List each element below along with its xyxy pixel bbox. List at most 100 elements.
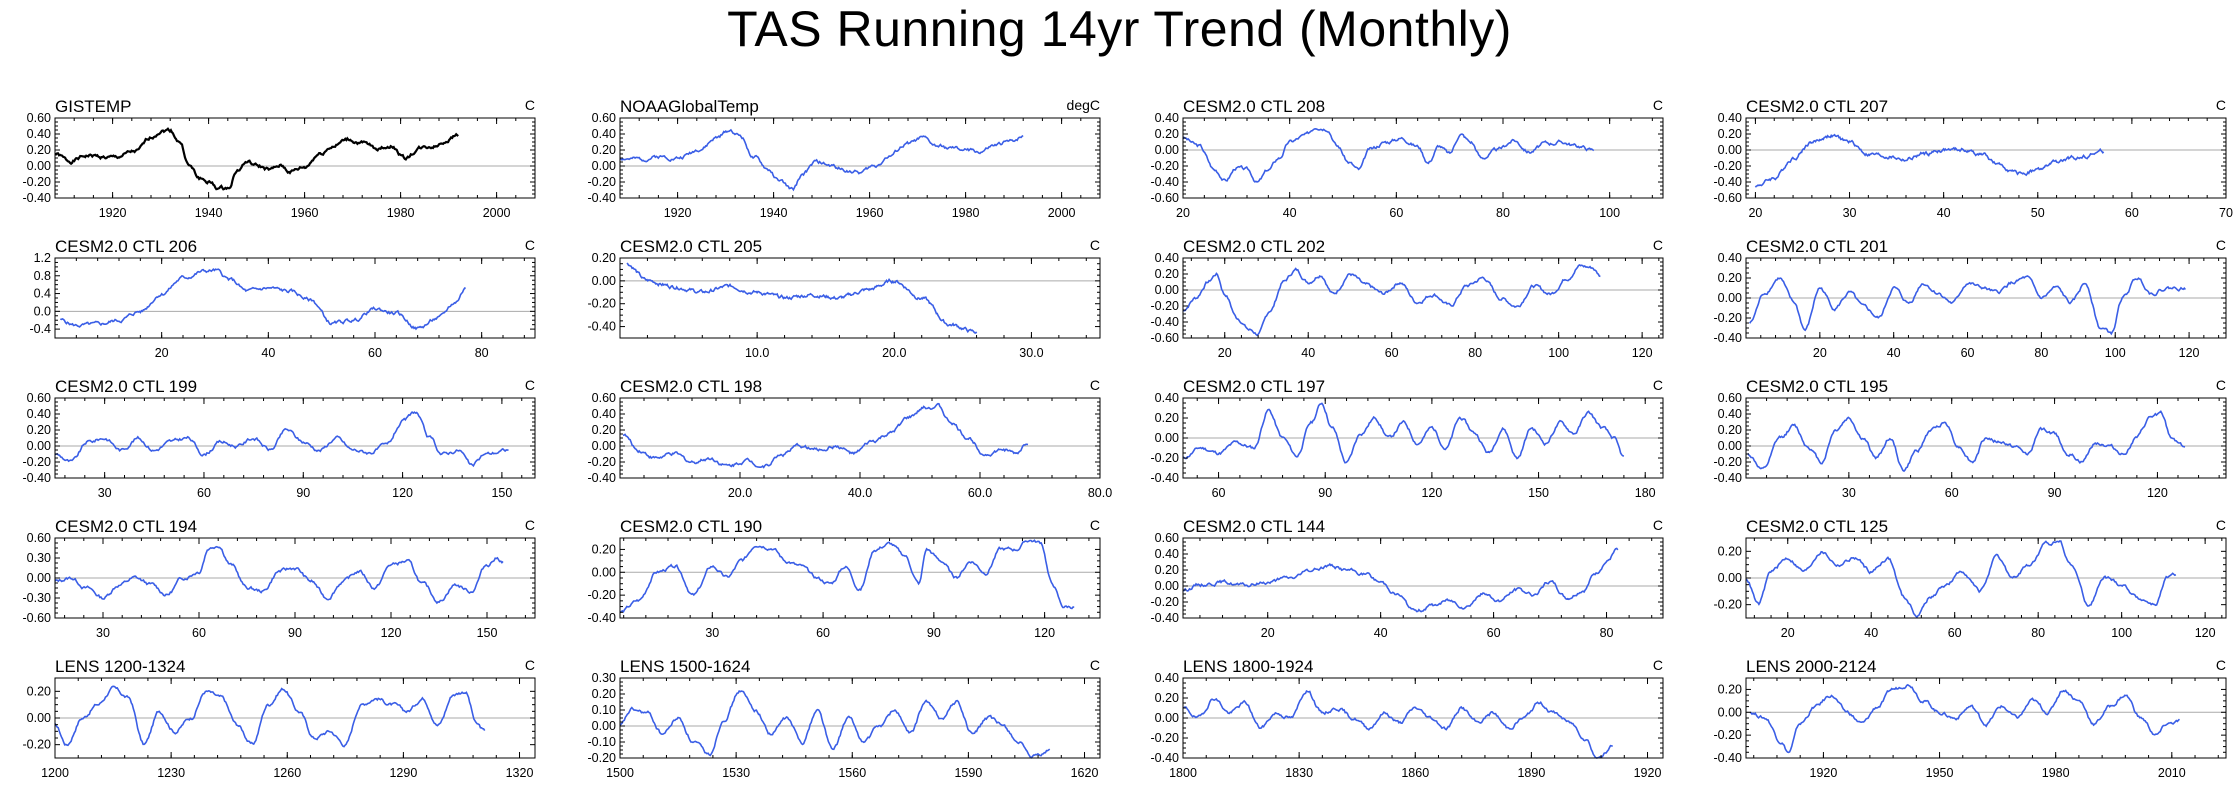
chart-panel: CESM2.0 CTL 198 C -0.40 -0.20 0.00 0.20 0.40 0.… (588, 377, 1113, 508)
y-tick-label: 0.60 (27, 391, 51, 405)
panel-units: C (524, 97, 535, 113)
y-tick-label: 0.40 (1155, 671, 1179, 685)
y-tick-label: 0.20 (1718, 423, 1742, 437)
series-line (1182, 402, 1625, 464)
y-tick-label: -0.60 (1151, 331, 1180, 345)
y-tick-label: 0.20 (27, 684, 51, 698)
panel-units: C (1652, 657, 1663, 673)
x-tick-label: 1950 (1926, 766, 1954, 780)
y-tick-label: 0.60 (592, 391, 616, 405)
plot-frame (619, 677, 1101, 759)
y-tick-label: 0.20 (1718, 271, 1742, 285)
y-tick-label: 0.00 (592, 719, 616, 733)
series-line (619, 539, 1075, 614)
panel-units: C (524, 657, 535, 673)
y-tick-label: 0.10 (592, 703, 616, 717)
x-tick-label: 100 (1548, 346, 1569, 360)
x-tick-label: 2010 (2158, 766, 2186, 780)
plot-frame (619, 397, 1101, 479)
x-tick-label: 50 (2031, 206, 2045, 220)
x-tick-label: 60 (368, 346, 382, 360)
x-tick-label: 1830 (1285, 766, 1313, 780)
x-tick-label: 1290 (389, 766, 417, 780)
chart-panel: CESM2.0 CTL 199 C -0.40 -0.20 0.00 0.20 0.40 0.… (23, 377, 536, 508)
x-tick-label: 100 (2105, 346, 2126, 360)
x-tick-label: 80 (2031, 626, 2045, 640)
y-tick-label: -0.20 (1151, 731, 1180, 745)
panel-plot: -0.40 -0.20 0.00 0.20 0.40 20 40 60 80 100 120 (1714, 251, 2227, 360)
x-tick-label: 150 (1528, 486, 1549, 500)
chart-panel: CESM2.0 CTL 208 C -0.60 -0.40 -0.20 0.00 0.20 0… (1151, 97, 1664, 228)
x-tick-label: 100 (2111, 626, 2132, 640)
y-tick-label: -0.20 (588, 455, 617, 469)
series-line (1745, 540, 2177, 619)
y-tick-label: 0.20 (1155, 411, 1179, 425)
x-tick-label: 1320 (506, 766, 534, 780)
y-tick-label: 0.20 (1718, 682, 1742, 696)
y-tick-label: -0.40 (588, 320, 617, 334)
y-tick-label: 0.00 (1155, 579, 1179, 593)
y-tick-label: -0.20 (588, 175, 617, 189)
x-tick-label: 30 (705, 626, 719, 640)
y-tick-label: 0.20 (1718, 544, 1742, 558)
y-tick-label: -0.40 (588, 611, 617, 625)
plot-frame (619, 257, 1101, 339)
y-tick-label: -0.20 (1151, 159, 1180, 173)
x-tick-label: 40 (1283, 206, 1297, 220)
x-tick-label: 120 (1421, 486, 1442, 500)
y-tick-label: 0.00 (27, 159, 51, 173)
x-tick-label: 1620 (1071, 766, 1099, 780)
x-tick-label: 60 (197, 486, 211, 500)
y-tick-label: 0.20 (592, 687, 616, 701)
x-tick-label: 1500 (606, 766, 634, 780)
y-tick-label: 0.60 (27, 111, 51, 125)
panel-title: CESM2.0 CTL 197 (1183, 377, 1326, 396)
x-tick-label: 90 (288, 626, 302, 640)
y-tick-label: 0.00 (1155, 431, 1179, 445)
x-tick-label: 1800 (1169, 766, 1197, 780)
y-tick-label: 0.30 (592, 671, 616, 685)
x-tick-label: 1860 (1401, 766, 1429, 780)
y-tick-label: -0.40 (1714, 175, 1743, 189)
chart-panel: CESM2.0 CTL 125 C -0.20 0.00 0.20 20 40 60 80 100… (1714, 517, 2227, 648)
x-tick-label: 120 (2179, 346, 2200, 360)
panel-units: C (524, 377, 535, 393)
panel-plot: -0.40 -0.20 0.00 0.20 10.0 20.0 30.0 (588, 251, 1101, 360)
y-tick-label: -0.40 (1714, 471, 1743, 485)
panel-title: CESM2.0 CTL 205 (620, 237, 763, 256)
y-tick-label: -0.40 (1151, 315, 1180, 329)
x-tick-label: 1980 (952, 206, 980, 220)
panel-plot: -0.40 -0.20 0.00 0.20 0.40 0.60 1920 1940 1960 19… (23, 111, 536, 220)
x-tick-label: 1940 (760, 206, 788, 220)
x-tick-label: 1260 (273, 766, 301, 780)
chart-panel: CESM2.0 CTL 201 C -0.40 -0.20 0.00 0.20 0.40 20… (1714, 237, 2227, 368)
panel-plot: -0.40 -0.20 0.00 0.20 0.40 0.60 1920 1940 1960 19… (588, 111, 1101, 220)
series-line (1182, 264, 1601, 337)
x-tick-label: 60 (816, 626, 830, 640)
y-tick-label: 0.00 (1718, 291, 1742, 305)
x-tick-label: 20 (1813, 346, 1827, 360)
y-tick-label: -0.20 (1714, 455, 1743, 469)
x-tick-label: 30 (1842, 486, 1856, 500)
x-tick-label: 90 (1318, 486, 1332, 500)
y-tick-label: 0.4 (34, 287, 51, 301)
chart-panel: LENS 2000-2124 C -0.40 -0.20 0.00 0.20 1920 195… (1714, 657, 2227, 788)
chart-panel: CESM2.0 CTL 202 C -0.60 -0.40 -0.20 0.00 0.20 0… (1151, 237, 1664, 368)
y-tick-label: 0.0 (34, 304, 51, 318)
x-tick-label: 1920 (1634, 766, 1662, 780)
chart-panel: CESM2.0 CTL 206 C -0.4 0.0 0.4 0.8 1.2 20 40 60 80 (29, 237, 536, 368)
series-line (1749, 683, 2180, 754)
y-tick-label: -0.40 (1151, 175, 1180, 189)
series-line (54, 127, 459, 191)
panel-plot: -0.60 -0.30 0.00 0.30 0.60 30 60 90 120 150 (23, 531, 536, 640)
y-tick-label: -0.40 (588, 471, 617, 485)
chart-panel: LENS 1200-1324 C -0.20 0.00 0.20 1200 1230 1260… (23, 657, 536, 788)
plot-frame (1745, 677, 2227, 759)
panel-title: CESM2.0 CTL 125 (1746, 517, 1889, 536)
y-tick-label: 0.20 (1155, 267, 1179, 281)
chart-panel: CESM2.0 CTL 197 C -0.40 -0.20 0.00 0.20 0.40 60… (1151, 377, 1664, 508)
x-tick-label: 40 (1374, 626, 1388, 640)
panel-plot: -0.40 -0.20 0.00 0.20 0.40 0.60 20 40 60 80 (1151, 531, 1664, 640)
panel-plot: -0.40 -0.20 0.00 0.20 0.40 1800 1830 1860 1890 19… (1151, 671, 1664, 780)
x-tick-label: 60 (1948, 626, 1962, 640)
